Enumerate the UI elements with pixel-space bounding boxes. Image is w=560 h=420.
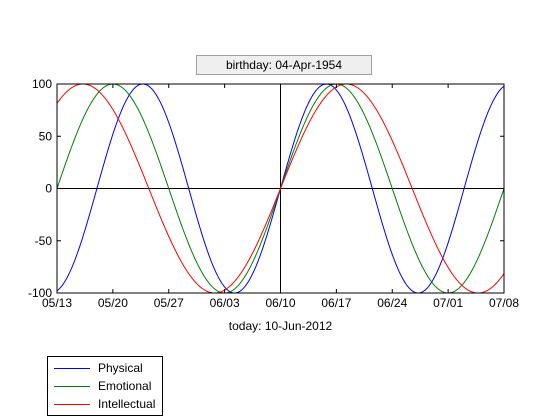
legend-item-physical: Physical xyxy=(54,360,160,378)
legend-label: Emotional xyxy=(98,379,152,393)
x-tick-label: 06/03 xyxy=(210,296,240,310)
series-line-intellectual xyxy=(56,83,505,294)
chart-title: birthday: 04-Apr-1954 xyxy=(196,55,372,75)
x-axis-label: today: 10-Jun-2012 xyxy=(229,319,333,333)
x-tick-label: 05/13 xyxy=(42,296,72,310)
y-tick-label: -100 xyxy=(28,286,52,300)
x-tick-label: 07/08 xyxy=(489,296,519,310)
y-tick-label: -50 xyxy=(35,234,53,248)
tick-group: -100 -50 0 50 100 05/13 05/20 05/27 06/03 06/10 06… xyxy=(28,77,519,310)
legend-item-intellectual: Intellectual xyxy=(54,396,160,414)
legend-swatch xyxy=(54,386,90,387)
x-tick-label: 05/27 xyxy=(154,296,184,310)
x-tick-label: 06/17 xyxy=(321,296,351,310)
x-tick-label: 06/24 xyxy=(377,296,407,310)
x-tick-label: 07/01 xyxy=(433,296,463,310)
x-tick-label: 05/20 xyxy=(98,296,128,310)
legend-swatch xyxy=(54,368,90,369)
x-tick-label: 06/10 xyxy=(265,296,295,310)
y-tick-label: 50 xyxy=(39,129,53,143)
legend-label: Intellectual xyxy=(98,397,156,411)
plot-area xyxy=(56,83,505,294)
legend-item-emotional: Emotional xyxy=(54,378,160,396)
legend: Physical Emotional Intellectual xyxy=(47,356,163,416)
y-tick-label: 100 xyxy=(32,77,52,91)
legend-swatch xyxy=(54,404,90,405)
legend-label: Physical xyxy=(98,361,143,375)
y-tick-label: 0 xyxy=(45,182,52,196)
